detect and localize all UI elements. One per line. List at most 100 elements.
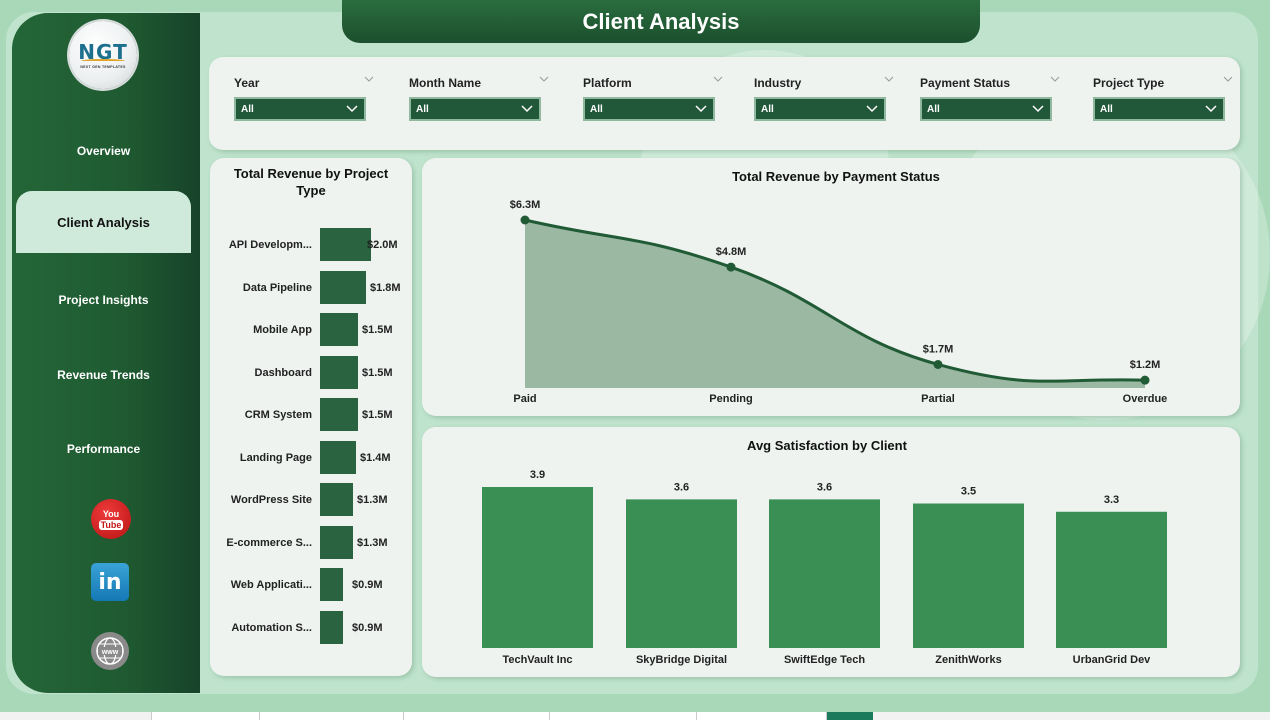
chevron-down-icon[interactable] (364, 74, 374, 84)
bar[interactable] (320, 525, 353, 559)
bar[interactable] (320, 228, 371, 261)
payment-status-dropdown[interactable]: All (920, 97, 1052, 121)
x-axis-label: TechVault Inc (502, 654, 572, 666)
bar-row[interactable]: E-commerce S... $1.3M (210, 525, 412, 560)
chart-title: Total Revenue by Payment Status (732, 169, 940, 184)
bar[interactable] (320, 483, 353, 516)
bar[interactable] (320, 398, 358, 431)
data-value-label: 3.6 (817, 481, 832, 493)
sidebar-item-overview[interactable]: Overview (16, 120, 191, 182)
bar-row[interactable]: Dashboard $1.5M (210, 355, 412, 390)
bar[interactable] (320, 355, 358, 389)
chevron-down-icon (1032, 105, 1044, 113)
sheet-tab[interactable] (403, 712, 549, 720)
chevron-down-icon[interactable] (1223, 74, 1233, 84)
chevron-down-icon (1205, 105, 1217, 113)
dropdown-value: All (416, 103, 429, 115)
bar-row[interactable]: Automation S... $0.9M (210, 610, 412, 645)
x-axis-label: ZenithWorks (935, 654, 1001, 666)
bar-value-label: $1.3M (357, 536, 388, 549)
linkedin-icon[interactable]: in (91, 563, 129, 601)
sheet-tab[interactable] (151, 712, 259, 720)
column-bar[interactable] (626, 499, 737, 648)
bar-value-label: $1.5M (362, 366, 393, 379)
chevron-down-icon[interactable] (713, 74, 723, 84)
industry-dropdown[interactable]: All (754, 97, 886, 121)
bar[interactable] (320, 568, 343, 601)
bar[interactable] (320, 440, 356, 474)
bar-row[interactable]: Landing Page $1.4M (210, 440, 412, 475)
platform-dropdown[interactable]: All (583, 97, 715, 121)
area-line (524, 218, 1146, 383)
column-bar[interactable] (482, 487, 593, 648)
sidebar-item-label: Performance (66, 442, 141, 456)
data-point[interactable] (726, 262, 736, 272)
bar-row[interactable]: CRM System $1.5M (210, 398, 412, 432)
column-bar[interactable] (769, 499, 880, 648)
sidebar-item-label: Project Insights (58, 293, 149, 307)
avg-satisfaction-by-client-chart: Avg Satisfaction by Client 3.9 TechVault … (422, 427, 1240, 677)
bar-row[interactable]: Data Pipeline $1.8M (210, 270, 412, 305)
youtube-text-bottom: Tube (98, 519, 124, 530)
chevron-down-icon (521, 105, 533, 113)
chevron-down-icon[interactable] (884, 74, 894, 84)
dropdown-value: All (761, 103, 774, 115)
chevron-down-icon[interactable] (539, 74, 549, 84)
data-point[interactable] (1140, 375, 1150, 385)
column-bar[interactable] (1056, 511, 1167, 648)
chart-title: Avg Satisfaction by Client (747, 438, 907, 453)
svg-text:www: www (101, 649, 119, 656)
bar[interactable] (320, 270, 366, 304)
bar-value-label: $0.9M (352, 579, 383, 591)
bar-row[interactable]: WordPress Site $1.3M (210, 483, 412, 517)
filter-label: Project Type (1093, 76, 1165, 90)
area-fill (525, 220, 1145, 388)
bar-row[interactable]: Mobile App $1.5M (210, 313, 412, 347)
data-value-label: $4.8M (716, 246, 747, 258)
sidebar-item-project-insights[interactable]: Project Insights (16, 269, 191, 331)
data-point[interactable] (520, 215, 530, 225)
bar-category-label: Mobile App (253, 324, 312, 336)
bar-category-label: WordPress Site (230, 494, 312, 506)
dropdown-value: All (241, 103, 254, 115)
chevron-down-icon (866, 105, 878, 113)
year-dropdown[interactable]: All (234, 97, 366, 121)
sidebar-item-client-analysis[interactable]: Client Analysis (16, 191, 191, 253)
bar-row[interactable]: API Developm... $2.0M (210, 228, 412, 262)
website-globe-icon[interactable]: www (91, 632, 129, 670)
sidebar-item-performance[interactable]: Performance (16, 418, 191, 480)
data-value-label: $1.7M (923, 343, 954, 355)
data-value-label: $1.2M (1130, 359, 1161, 371)
chevron-down-icon (346, 105, 358, 113)
sheet-tab[interactable] (696, 712, 826, 720)
dropdown-value: All (590, 103, 603, 115)
bar[interactable] (320, 610, 343, 644)
youtube-icon[interactable]: You Tube (91, 499, 131, 539)
logo-swoosh-icon (81, 58, 125, 63)
sidebar-item-revenue-trends[interactable]: Revenue Trends (16, 344, 191, 406)
page-title-banner: Client Analysis (342, 0, 980, 43)
bar-category-label: E-commerce S... (226, 536, 312, 549)
column-chart: 3.9 TechVault Inc 3.6 SkyBridge Digital 3.6 S… (482, 469, 1167, 666)
x-axis-label: SkyBridge Digital (636, 654, 727, 666)
sheet-tab[interactable] (259, 712, 403, 720)
x-axis-label: Pending (709, 393, 752, 405)
project-type-dropdown[interactable]: All (1093, 97, 1225, 121)
bar-row[interactable]: Web Applicati... $0.9M (210, 568, 412, 602)
column-bar[interactable] (913, 503, 1024, 648)
bar-value-label: $1.5M (362, 409, 393, 421)
data-value-label: 3.9 (530, 469, 545, 481)
bar-value-label: $1.8M (370, 281, 401, 294)
bar-category-label: CRM System (244, 409, 312, 421)
sheet-tab-active[interactable] (826, 712, 873, 720)
x-axis-label: UrbanGrid Dev (1073, 654, 1152, 666)
area-chart: $6.3M Paid $4.8M Pending $1.7M Partial $1.2M Ov… (510, 199, 1168, 405)
filter-label: Platform (583, 76, 632, 90)
sheet-tab[interactable] (549, 712, 696, 720)
data-point[interactable] (933, 359, 943, 369)
bottom-tab-strip (0, 712, 1270, 720)
month-name-dropdown[interactable]: All (409, 97, 541, 121)
chevron-down-icon (695, 105, 707, 113)
chevron-down-icon[interactable] (1050, 74, 1060, 84)
bar[interactable] (320, 313, 358, 346)
